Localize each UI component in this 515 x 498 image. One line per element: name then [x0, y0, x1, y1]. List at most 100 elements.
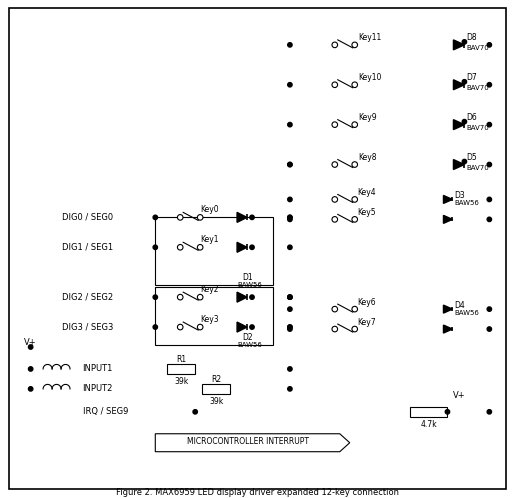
Circle shape: [352, 197, 357, 202]
Text: R1: R1: [176, 356, 186, 365]
Circle shape: [288, 295, 292, 299]
Text: Figure 2. MAX6959 LED display driver expanded 12-key connection: Figure 2. MAX6959 LED display driver exp…: [115, 488, 399, 497]
Circle shape: [332, 306, 337, 312]
Text: Key7: Key7: [358, 318, 376, 327]
Text: Key8: Key8: [359, 153, 377, 162]
Circle shape: [332, 162, 337, 167]
Polygon shape: [237, 322, 247, 332]
Circle shape: [288, 123, 292, 127]
Circle shape: [288, 215, 292, 220]
Text: BAV70: BAV70: [467, 124, 489, 130]
Circle shape: [352, 306, 357, 312]
Circle shape: [462, 80, 467, 84]
Circle shape: [462, 159, 467, 164]
Circle shape: [487, 217, 491, 222]
Polygon shape: [453, 40, 465, 50]
Text: Key2: Key2: [200, 285, 219, 294]
Circle shape: [332, 82, 337, 88]
Circle shape: [352, 217, 357, 222]
Circle shape: [487, 162, 491, 167]
Text: DIG2 / SEG2: DIG2 / SEG2: [62, 293, 113, 302]
Polygon shape: [443, 305, 453, 313]
Text: D7: D7: [467, 73, 477, 82]
Text: Key0: Key0: [200, 205, 219, 214]
Circle shape: [288, 162, 292, 167]
Circle shape: [288, 295, 292, 299]
Circle shape: [487, 123, 491, 127]
Text: Key9: Key9: [359, 113, 377, 122]
Text: BAV70: BAV70: [467, 85, 489, 91]
Text: R2: R2: [211, 375, 221, 384]
Circle shape: [352, 326, 357, 332]
Circle shape: [288, 215, 292, 220]
Circle shape: [153, 245, 158, 249]
Circle shape: [28, 367, 33, 371]
Text: D6: D6: [467, 113, 477, 122]
Text: BAV70: BAV70: [467, 45, 489, 51]
Circle shape: [178, 324, 183, 330]
Circle shape: [288, 325, 292, 329]
Circle shape: [193, 410, 197, 414]
Polygon shape: [453, 159, 465, 169]
Text: Key1: Key1: [200, 235, 219, 244]
Circle shape: [288, 295, 292, 299]
Circle shape: [288, 307, 292, 311]
Circle shape: [288, 327, 292, 331]
Text: Key3: Key3: [200, 315, 219, 324]
Circle shape: [332, 326, 337, 332]
Bar: [156, 218, 273, 285]
Text: D1: D1: [242, 273, 253, 282]
Text: Key4: Key4: [358, 188, 376, 197]
Circle shape: [250, 215, 254, 220]
Circle shape: [288, 325, 292, 329]
Circle shape: [153, 215, 158, 220]
Circle shape: [288, 83, 292, 87]
Circle shape: [197, 324, 203, 330]
Bar: [156, 287, 273, 345]
Text: 39k: 39k: [209, 397, 223, 406]
Circle shape: [332, 217, 337, 222]
Text: BAW56: BAW56: [454, 310, 479, 316]
Circle shape: [250, 245, 254, 249]
Circle shape: [487, 83, 491, 87]
Circle shape: [352, 42, 357, 48]
Text: Key5: Key5: [358, 208, 376, 217]
Polygon shape: [237, 212, 247, 223]
Text: INPUT2: INPUT2: [82, 384, 113, 393]
Circle shape: [28, 345, 33, 349]
Text: IRQ / SEG9: IRQ / SEG9: [82, 407, 128, 416]
Text: Key6: Key6: [358, 298, 376, 307]
Circle shape: [462, 40, 467, 44]
Text: D5: D5: [467, 153, 477, 162]
Bar: [202, 384, 230, 394]
Text: Key10: Key10: [359, 73, 382, 82]
Text: MICROCONTROLLER INTERRUPT: MICROCONTROLLER INTERRUPT: [186, 437, 308, 446]
Text: DIG1 / SEG1: DIG1 / SEG1: [62, 243, 113, 252]
Text: D8: D8: [467, 33, 477, 42]
Polygon shape: [453, 120, 465, 129]
Circle shape: [288, 43, 292, 47]
Polygon shape: [237, 243, 247, 252]
Circle shape: [445, 410, 450, 414]
Text: 39k: 39k: [174, 377, 188, 386]
Circle shape: [288, 197, 292, 202]
Circle shape: [28, 386, 33, 391]
Polygon shape: [443, 195, 453, 203]
Text: DIG0 / SEG0: DIG0 / SEG0: [62, 213, 113, 222]
Circle shape: [462, 120, 467, 124]
Text: DIG3 / SEG3: DIG3 / SEG3: [62, 323, 113, 332]
Circle shape: [288, 245, 292, 249]
Polygon shape: [453, 80, 465, 90]
Circle shape: [352, 122, 357, 127]
Circle shape: [153, 325, 158, 329]
Circle shape: [197, 294, 203, 300]
Circle shape: [178, 245, 183, 250]
Circle shape: [153, 295, 158, 299]
Text: 4.7k: 4.7k: [420, 420, 437, 429]
Text: V+: V+: [453, 391, 466, 400]
Circle shape: [288, 162, 292, 167]
Circle shape: [487, 327, 491, 331]
Polygon shape: [443, 215, 453, 224]
Circle shape: [487, 410, 491, 414]
Text: Key11: Key11: [359, 33, 382, 42]
